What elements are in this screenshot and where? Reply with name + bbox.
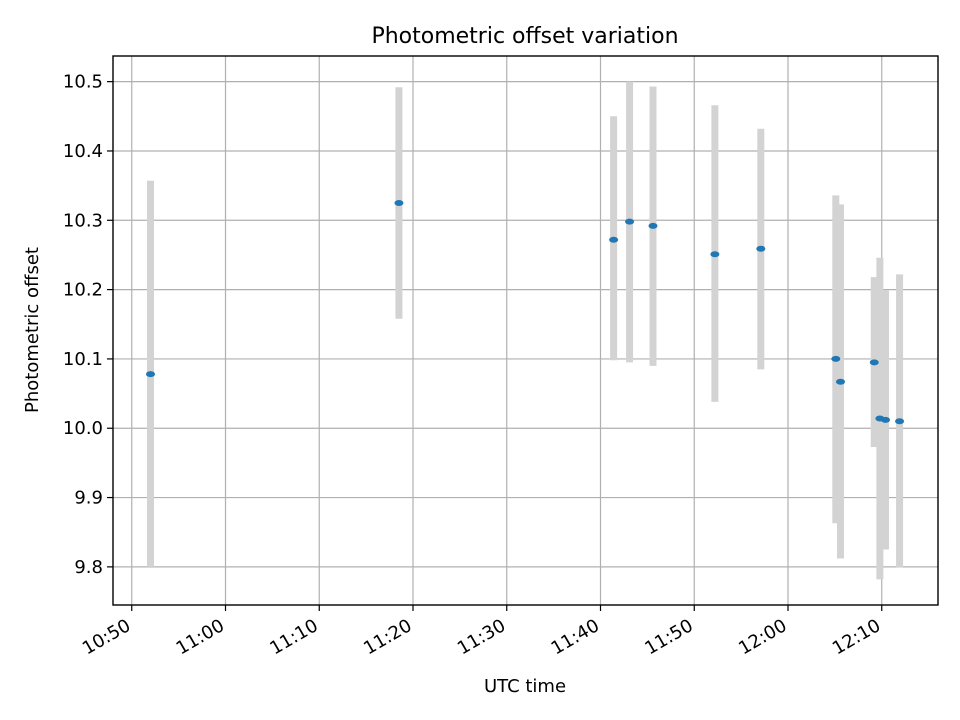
x-tick-label: 12:00 bbox=[735, 615, 790, 659]
x-tick-label: 10:50 bbox=[79, 615, 134, 659]
y-tick-label: 10.1 bbox=[63, 349, 103, 370]
data-point bbox=[609, 236, 619, 243]
x-tick-label: 11:20 bbox=[360, 615, 415, 659]
y-tick-label: 10.3 bbox=[63, 210, 103, 231]
data-point bbox=[710, 251, 720, 258]
x-tick-label: 11:10 bbox=[266, 615, 321, 659]
data-point bbox=[146, 371, 155, 378]
y-tick-label: 10.2 bbox=[63, 280, 103, 301]
data-point bbox=[831, 355, 841, 362]
y-tick-label: 10.4 bbox=[63, 141, 103, 162]
x-axis-label: UTC time bbox=[484, 676, 566, 697]
y-tick-label: 10.5 bbox=[63, 72, 103, 93]
error-bars bbox=[147, 81, 904, 580]
x-tick-label: 12:10 bbox=[829, 615, 884, 659]
data-point bbox=[648, 222, 658, 229]
y-tick-label: 10.0 bbox=[63, 418, 103, 439]
x-tick-label: 11:40 bbox=[548, 615, 603, 659]
y-tick-label: 9.8 bbox=[74, 557, 103, 578]
x-tick-label: 11:50 bbox=[641, 615, 696, 659]
y-tick-label: 9.9 bbox=[74, 488, 103, 509]
plot-frame bbox=[112, 55, 939, 606]
data-points bbox=[146, 199, 905, 425]
x-tick-label: 11:00 bbox=[173, 615, 228, 659]
data-point bbox=[756, 245, 766, 252]
data-point bbox=[394, 199, 404, 206]
data-point bbox=[625, 218, 635, 225]
data-point bbox=[869, 359, 879, 366]
data-point bbox=[881, 416, 890, 423]
y-axis-label: Photometric offset bbox=[22, 247, 43, 413]
data-point bbox=[895, 418, 905, 425]
chart-title: Photometric offset variation bbox=[371, 24, 678, 49]
data-point bbox=[836, 378, 845, 385]
x-tick-label: 11:30 bbox=[454, 615, 509, 659]
grid bbox=[113, 56, 938, 605]
